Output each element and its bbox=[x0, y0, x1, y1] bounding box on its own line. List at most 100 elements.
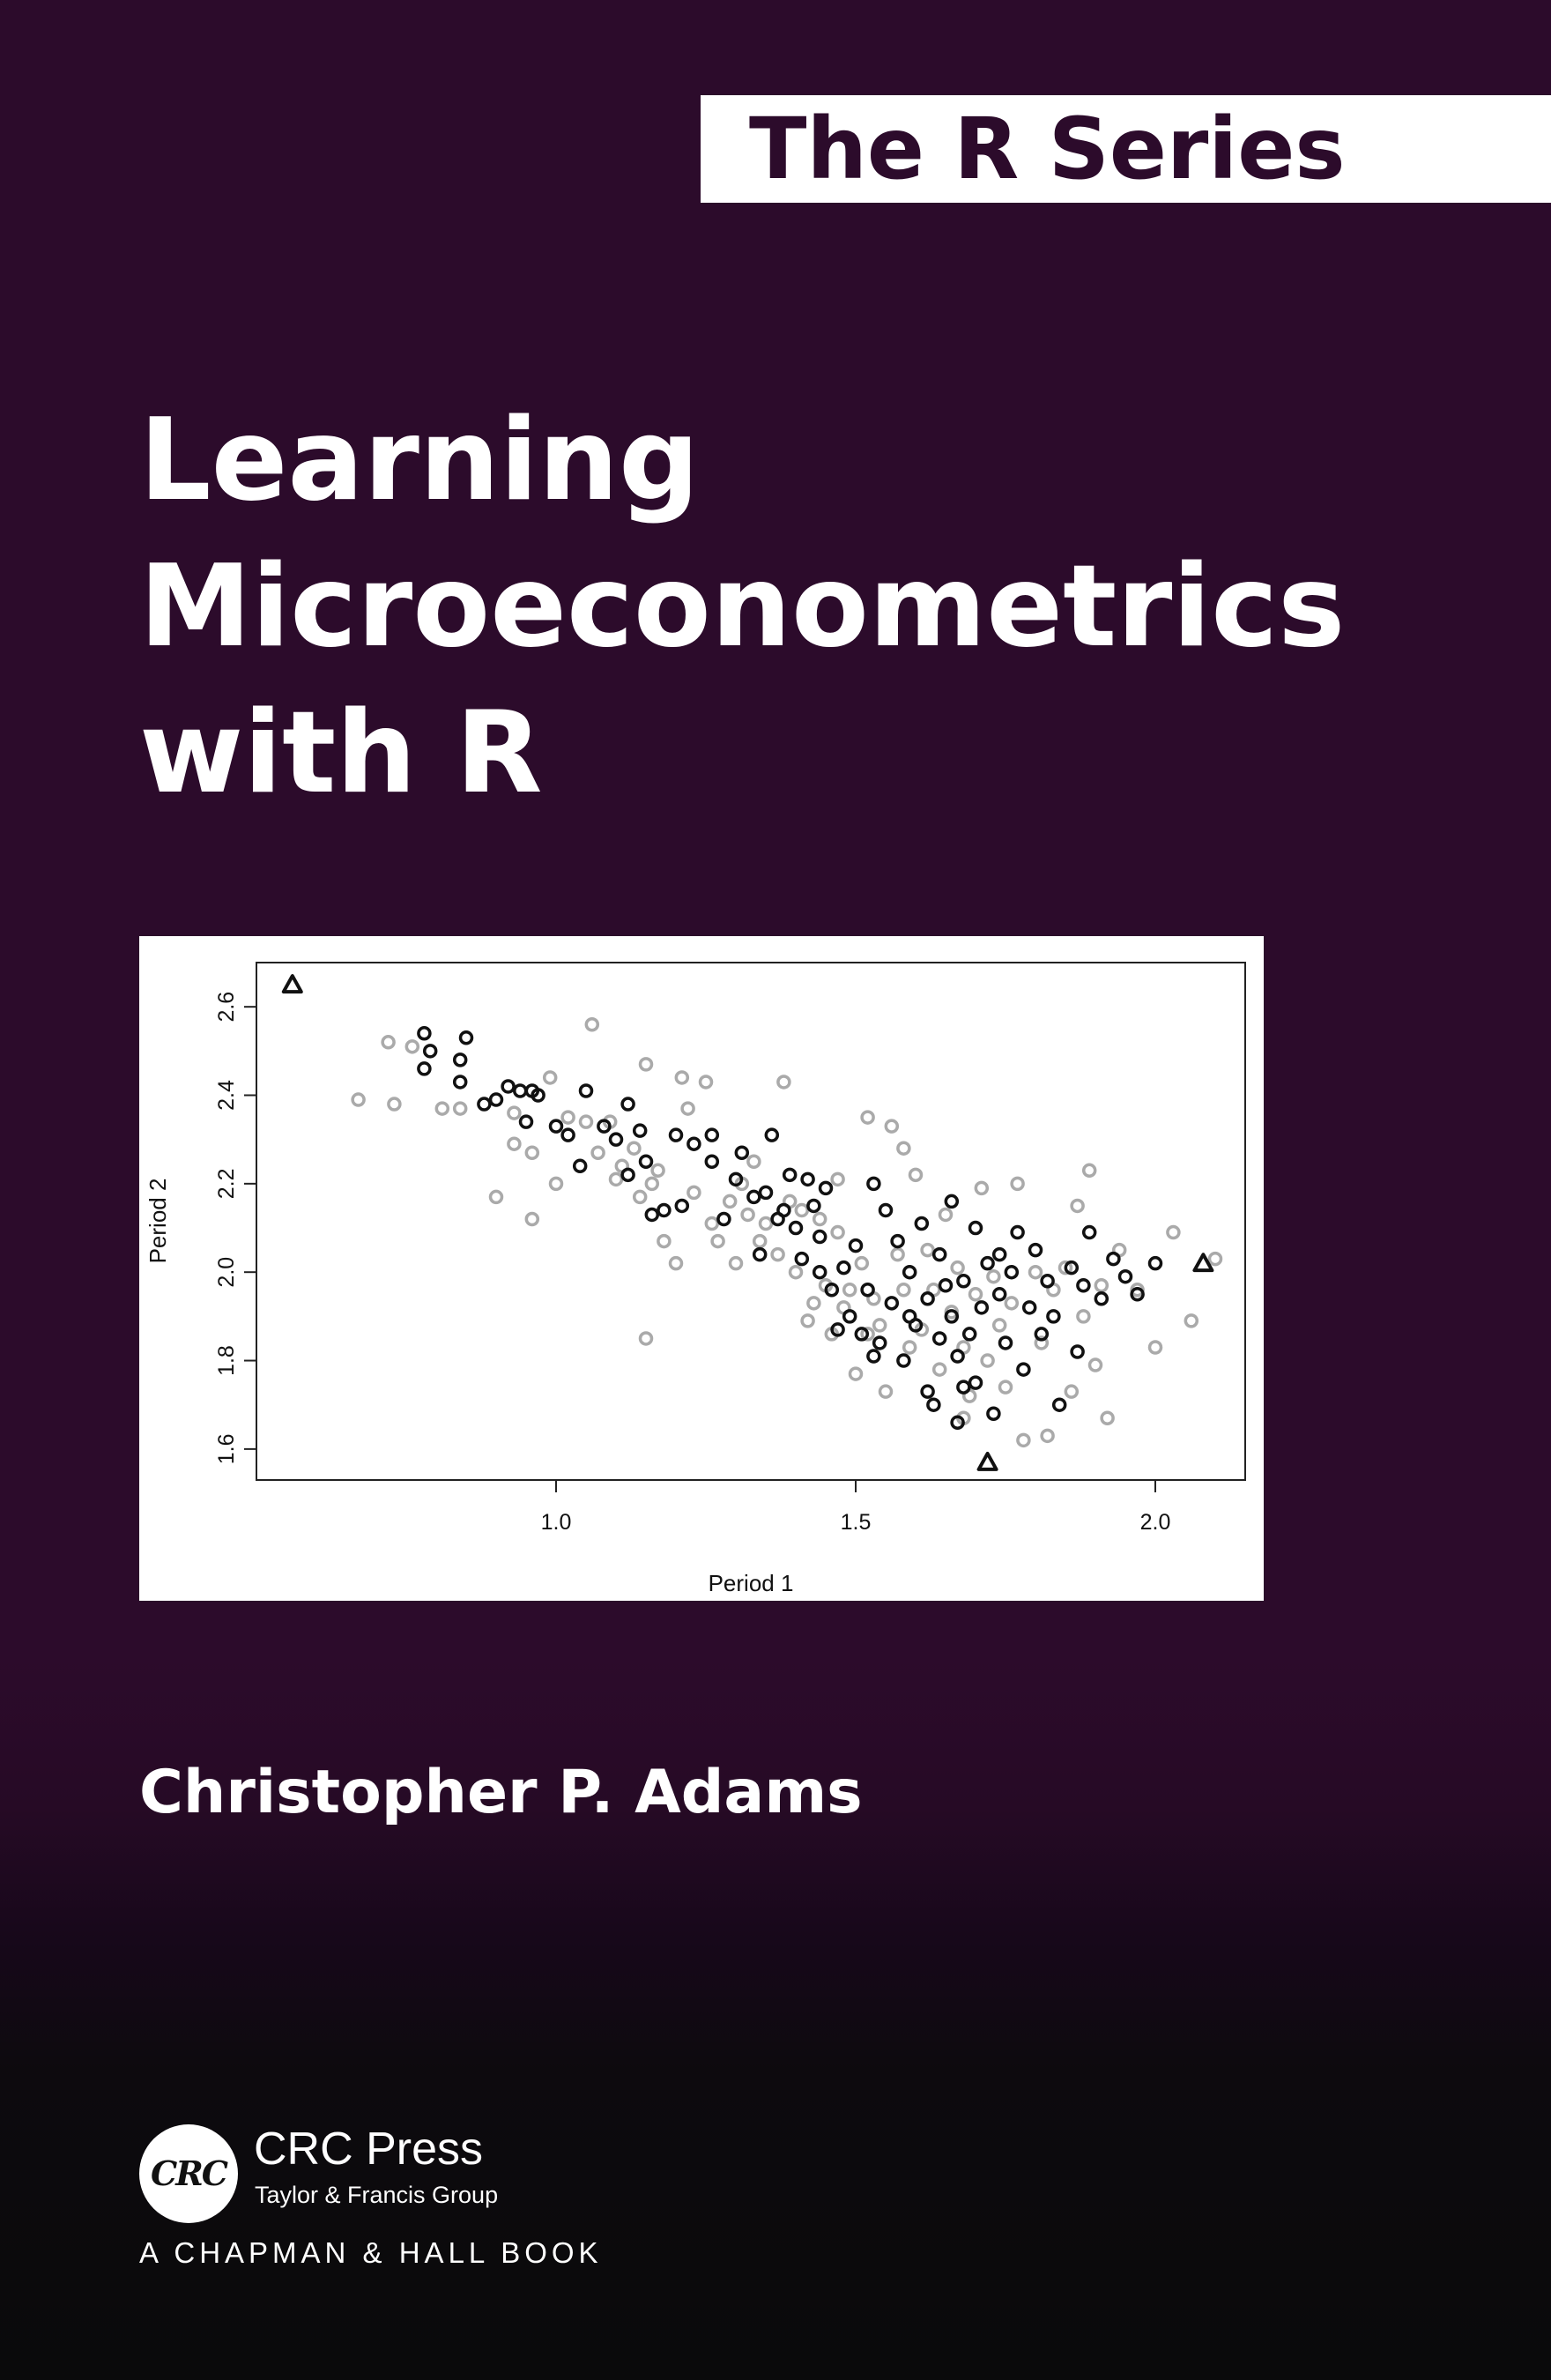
circle-marker bbox=[674, 1070, 690, 1085]
circle-marker bbox=[890, 1233, 905, 1249]
circle-marker bbox=[1094, 1277, 1109, 1293]
y-tick-label: 2.6 bbox=[214, 992, 239, 1023]
circle-marker bbox=[776, 1075, 791, 1090]
circle-marker bbox=[578, 1083, 594, 1098]
circle-marker bbox=[812, 1211, 827, 1227]
circle-marker bbox=[1166, 1224, 1181, 1240]
circle-marker bbox=[788, 1264, 804, 1280]
x-axis-label: Period 1 bbox=[709, 1570, 794, 1596]
circle-marker bbox=[597, 1119, 612, 1134]
circle-marker bbox=[507, 1136, 522, 1151]
circle-marker bbox=[1087, 1357, 1103, 1372]
circle-marker bbox=[974, 1300, 990, 1315]
circle-marker bbox=[590, 1145, 605, 1160]
circle-marker bbox=[452, 1101, 468, 1116]
circle-marker bbox=[956, 1273, 971, 1289]
circle-marker bbox=[794, 1202, 810, 1218]
circle-marker bbox=[644, 1207, 660, 1223]
circle-marker bbox=[770, 1246, 785, 1262]
circle-marker bbox=[1058, 1260, 1073, 1276]
circle-marker bbox=[848, 1238, 864, 1253]
y-tick-label: 2.0 bbox=[214, 1257, 239, 1288]
scatter-plot: 1.0 1.5 2.0 1.6 1.8 2.0 2.2 2.4 2.6 Period 1 Pe… bbox=[145, 962, 1246, 1596]
circle-marker bbox=[926, 1397, 941, 1412]
circle-marker bbox=[1034, 1327, 1050, 1342]
circle-marker bbox=[920, 1291, 935, 1306]
circle-marker bbox=[806, 1198, 821, 1214]
circle-marker bbox=[980, 1255, 995, 1271]
title-line-3: with R bbox=[139, 688, 543, 819]
circle-marker bbox=[638, 1331, 654, 1346]
circle-marker bbox=[902, 1309, 917, 1324]
circle-marker bbox=[657, 1202, 672, 1218]
circle-marker bbox=[944, 1309, 960, 1324]
circle-marker bbox=[902, 1340, 917, 1355]
circle-marker bbox=[1147, 1340, 1163, 1355]
circle-marker bbox=[488, 1092, 504, 1107]
circle-marker bbox=[638, 1057, 654, 1072]
triangle-marker bbox=[1192, 1253, 1214, 1273]
circle-marker bbox=[452, 1075, 468, 1090]
circle-marker bbox=[794, 1251, 810, 1267]
circle-marker bbox=[860, 1110, 875, 1125]
circle-marker bbox=[1207, 1251, 1223, 1267]
series-label: The R Series bbox=[749, 100, 1346, 198]
book-title: Learning Microeconometrics with R bbox=[139, 388, 1345, 827]
circle-marker bbox=[872, 1335, 887, 1350]
crc-logo: CRC bbox=[139, 2124, 238, 2223]
circle-marker bbox=[884, 1119, 900, 1134]
circle-marker bbox=[1040, 1273, 1055, 1289]
y-axis: 1.6 1.8 2.0 2.2 2.4 2.6 bbox=[214, 992, 256, 1464]
circle-marker bbox=[860, 1327, 875, 1342]
circle-marker bbox=[560, 1110, 575, 1125]
circle-marker bbox=[1106, 1251, 1121, 1267]
x-tick-label: 1.5 bbox=[841, 1510, 872, 1535]
circle-marker bbox=[512, 1083, 528, 1098]
circle-marker bbox=[1147, 1255, 1163, 1271]
circle-marker bbox=[938, 1277, 954, 1293]
circle-marker bbox=[668, 1255, 684, 1271]
circle-marker bbox=[1184, 1313, 1199, 1328]
circle-marker bbox=[477, 1097, 492, 1112]
circle-marker bbox=[638, 1154, 654, 1170]
circle-marker bbox=[1028, 1264, 1043, 1280]
circle-marker bbox=[931, 1362, 947, 1377]
circle-marker bbox=[1016, 1362, 1031, 1377]
circle-marker bbox=[728, 1255, 744, 1271]
circle-marker bbox=[854, 1255, 870, 1271]
circle-marker bbox=[764, 1127, 780, 1142]
circle-marker bbox=[961, 1327, 977, 1342]
circle-marker bbox=[668, 1127, 684, 1142]
circle-marker bbox=[974, 1180, 990, 1196]
circle-marker bbox=[931, 1331, 947, 1346]
circle-marker bbox=[548, 1119, 564, 1134]
crc-logo-text: CRC bbox=[150, 2153, 228, 2193]
circle-marker bbox=[1046, 1309, 1061, 1324]
circle-marker bbox=[417, 1061, 432, 1076]
circle-marker bbox=[1100, 1410, 1115, 1426]
x-tick-label: 2.0 bbox=[1140, 1510, 1171, 1535]
circle-marker bbox=[620, 1097, 635, 1112]
circle-marker bbox=[1016, 1432, 1031, 1448]
circle-marker bbox=[734, 1145, 750, 1160]
circle-marker bbox=[434, 1101, 450, 1116]
circle-marker bbox=[542, 1070, 558, 1085]
circle-marker bbox=[830, 1322, 845, 1337]
circle-marker bbox=[1070, 1344, 1085, 1359]
y-tick-label: 1.8 bbox=[214, 1345, 239, 1376]
y-tick-label: 2.4 bbox=[214, 1080, 239, 1111]
circle-marker bbox=[518, 1114, 534, 1129]
circle-marker bbox=[740, 1207, 755, 1223]
circle-marker bbox=[812, 1229, 827, 1245]
circle-marker bbox=[986, 1268, 1001, 1284]
circle-marker bbox=[501, 1079, 516, 1094]
circle-marker bbox=[896, 1283, 911, 1298]
circle-marker bbox=[920, 1242, 935, 1258]
circle-marker bbox=[836, 1260, 851, 1276]
circle-marker bbox=[968, 1287, 983, 1302]
circle-marker bbox=[824, 1283, 840, 1298]
circle-marker bbox=[572, 1158, 588, 1174]
circle-marker bbox=[1010, 1176, 1025, 1192]
circle-marker bbox=[1064, 1260, 1080, 1276]
circle-marker bbox=[1094, 1291, 1109, 1306]
